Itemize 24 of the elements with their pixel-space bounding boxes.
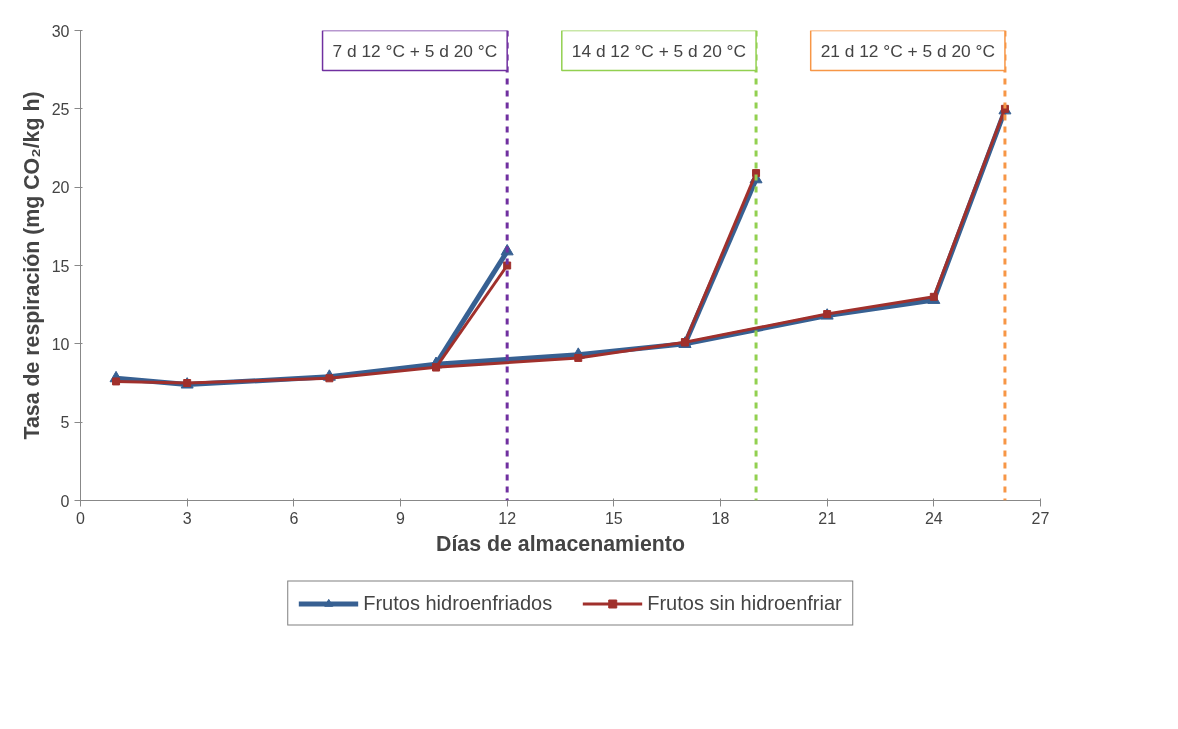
y-tick-label: 5 bbox=[60, 414, 70, 432]
legend-label: Frutos hidroenfriados bbox=[363, 591, 553, 615]
x-tick-label: 24 bbox=[924, 509, 943, 527]
x-tick-label: 6 bbox=[289, 509, 299, 527]
y-tick-label: 30 bbox=[51, 22, 70, 40]
x-axis-title: Días de almacenamiento bbox=[436, 531, 685, 556]
y-axis-title: Tasa de respiración (mg CO₂/kg h) bbox=[19, 91, 44, 440]
y-tick-label: 20 bbox=[51, 179, 70, 197]
ref-line-label: 21 d 12 °C + 5 d 20 °C bbox=[820, 40, 995, 61]
x-tick-label: 15 bbox=[604, 509, 623, 527]
ref-line-label: 7 d 12 °C + 5 d 20 °C bbox=[332, 40, 498, 61]
x-tick-label: 0 bbox=[76, 509, 86, 527]
x-tick-label: 27 bbox=[1031, 509, 1050, 527]
x-tick-label: 3 bbox=[182, 509, 192, 527]
x-tick-label: 9 bbox=[396, 509, 406, 527]
x-tick-label: 18 bbox=[711, 509, 730, 527]
ref-line-label: 14 d 12 °C + 5 d 20 °C bbox=[571, 40, 747, 61]
legend-label: Frutos sin hidroenfriar bbox=[647, 591, 842, 615]
y-tick-label: 15 bbox=[51, 257, 70, 275]
y-tick-label: 25 bbox=[51, 100, 70, 118]
x-tick-label: 21 bbox=[818, 509, 837, 527]
y-tick-label: 0 bbox=[60, 492, 70, 510]
y-tick-label: 10 bbox=[51, 335, 70, 353]
x-tick-label: 12 bbox=[498, 509, 517, 527]
